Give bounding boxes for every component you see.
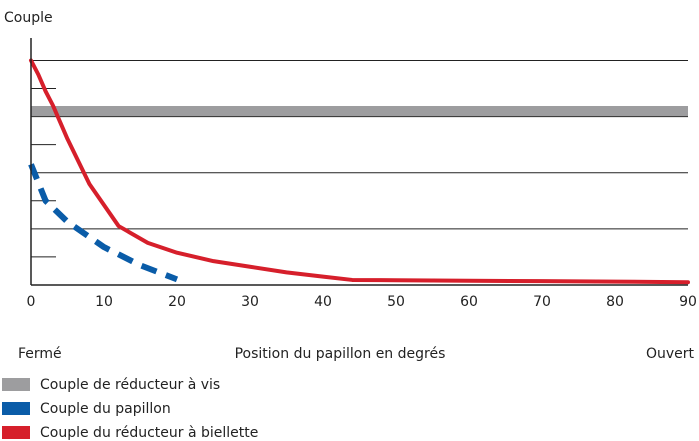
legend-swatch: [2, 402, 30, 415]
x-tick-label: 90: [679, 294, 697, 310]
x-tick-label: 0: [27, 294, 36, 310]
legend-label: Couple du papillon: [40, 401, 171, 417]
series-line: [29, 58, 690, 285]
legend-swatch: [2, 378, 30, 391]
x-start-label: Fermé: [18, 346, 62, 362]
legend-label: Couple de réducteur à vis: [40, 377, 220, 393]
x-end-label: Ouvert: [646, 346, 695, 362]
x-tick-label: 60: [460, 294, 478, 310]
y-axis-label: Couple: [4, 10, 53, 26]
x-tick-label: 40: [314, 294, 332, 310]
x-tick-label: 20: [168, 294, 186, 310]
legend-swatch: [2, 426, 30, 439]
series-line: [28, 163, 179, 283]
x-tick-label: 10: [95, 294, 113, 310]
x-tick-label: 80: [606, 294, 624, 310]
legend-label: Couple du réducteur à biellette: [40, 425, 258, 441]
x-axis-label: Position du papillon en degrés: [235, 346, 446, 362]
x-tick-label: 30: [241, 294, 259, 310]
x-tick-label: 70: [533, 294, 551, 310]
x-tick-label: 50: [387, 294, 405, 310]
